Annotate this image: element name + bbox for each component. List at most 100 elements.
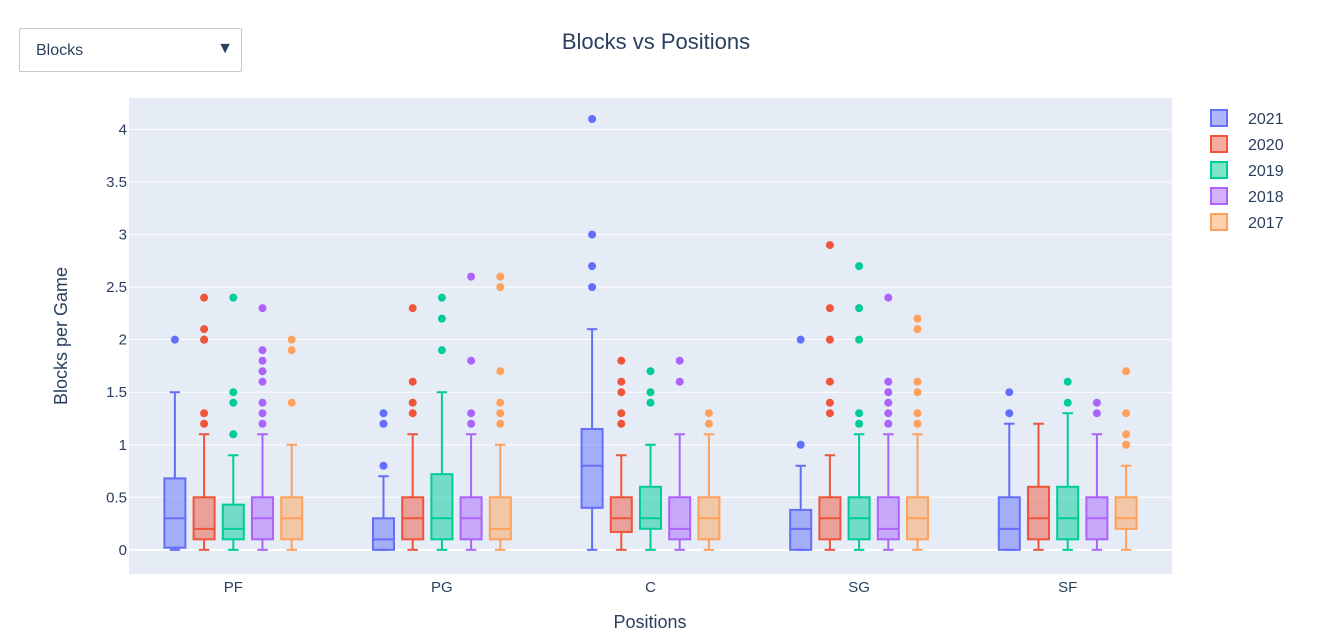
outlier-point bbox=[229, 398, 238, 407]
outlier-point bbox=[258, 398, 267, 407]
outlier-point bbox=[379, 461, 388, 470]
box-body bbox=[488, 496, 512, 541]
x-tick-label: PF bbox=[224, 579, 243, 596]
dropdown-selected-value: Blocks bbox=[36, 42, 84, 59]
box-2021-SF[interactable] bbox=[997, 388, 1021, 551]
box-body bbox=[638, 485, 663, 530]
box-2021-PF[interactable] bbox=[163, 335, 187, 551]
outlier-point bbox=[825, 241, 834, 250]
box-2021-SG[interactable] bbox=[789, 335, 813, 551]
outlier-point bbox=[855, 304, 864, 313]
box-body bbox=[876, 496, 900, 541]
outlier-point bbox=[675, 377, 684, 386]
outlier-point bbox=[617, 388, 626, 397]
outlier-point bbox=[825, 304, 834, 313]
chevron-down-icon: ▼ bbox=[217, 40, 233, 57]
outlier-point bbox=[229, 388, 238, 397]
box-body bbox=[580, 427, 604, 509]
x-axis-ticks: PF PG C SG SF bbox=[224, 579, 1078, 596]
box-2018-SG[interactable] bbox=[876, 293, 900, 551]
box-2017-PF[interactable] bbox=[280, 335, 304, 551]
y-axis-ticks: 0 0.5 1 1.5 2 2.5 3 3.5 4 bbox=[106, 122, 127, 559]
x-tick-label: SF bbox=[1058, 579, 1077, 596]
outlier-point bbox=[496, 283, 505, 292]
box-body bbox=[668, 496, 692, 541]
outlier-point bbox=[913, 388, 922, 397]
legend-item-2018[interactable]: 2018 bbox=[1210, 187, 1284, 206]
box-body bbox=[1056, 485, 1080, 541]
outlier-point bbox=[646, 398, 655, 407]
box-2018-C[interactable] bbox=[668, 356, 692, 551]
box-2020-PG[interactable] bbox=[401, 304, 425, 551]
outlier-point bbox=[1122, 367, 1131, 376]
box-2019-SF[interactable] bbox=[1056, 377, 1080, 551]
box-body bbox=[1114, 496, 1138, 530]
outlier-point bbox=[200, 335, 209, 344]
x-axis-title: Positions bbox=[613, 612, 686, 632]
box-body bbox=[609, 496, 633, 533]
box-2019-PF[interactable] bbox=[221, 293, 245, 551]
outlier-point bbox=[884, 398, 893, 407]
box-2019-SG[interactable] bbox=[847, 262, 871, 551]
box-2020-SG[interactable] bbox=[818, 241, 842, 551]
legend-item-2019[interactable]: 2019 bbox=[1210, 161, 1284, 180]
legend-label: 2017 bbox=[1248, 215, 1284, 232]
box-2021-PG[interactable] bbox=[371, 409, 396, 551]
legend-item-2020[interactable]: 2020 bbox=[1210, 135, 1284, 154]
outlier-point bbox=[258, 367, 267, 376]
box-2020-PF[interactable] bbox=[192, 293, 216, 551]
outlier-point bbox=[200, 409, 209, 418]
outlier-point bbox=[1005, 409, 1014, 418]
box-body bbox=[192, 496, 216, 541]
outlier-point bbox=[617, 419, 626, 428]
box-2019-PG[interactable] bbox=[430, 293, 454, 551]
box-2020-SF[interactable] bbox=[1026, 422, 1051, 551]
outlier-point bbox=[496, 409, 505, 418]
y-tick-label: 0.5 bbox=[106, 489, 127, 506]
legend-swatch bbox=[1210, 161, 1228, 179]
box-2019-C[interactable] bbox=[638, 367, 663, 551]
outlier-point bbox=[467, 419, 476, 428]
outlier-point bbox=[408, 377, 417, 386]
box-body bbox=[789, 508, 813, 551]
box-2017-SF[interactable] bbox=[1114, 367, 1138, 551]
outlier-point bbox=[496, 398, 505, 407]
y-tick-label: 3 bbox=[119, 227, 127, 244]
outlier-point bbox=[287, 398, 296, 407]
box-body bbox=[371, 517, 396, 551]
outlier-point bbox=[913, 325, 922, 334]
box-2021-C[interactable] bbox=[580, 115, 604, 551]
outlier-point bbox=[1092, 398, 1101, 407]
legend: 2021 2020 2019 2018 2017 bbox=[1210, 109, 1284, 232]
legend-item-2021[interactable]: 2021 bbox=[1210, 109, 1284, 128]
box-2017-C[interactable] bbox=[697, 409, 721, 551]
metric-dropdown[interactable]: Blocks ▼ bbox=[19, 28, 242, 72]
box-2018-PG[interactable] bbox=[459, 272, 483, 551]
y-tick-label: 4 bbox=[119, 122, 127, 139]
y-axis-title: Blocks per Game bbox=[51, 267, 71, 405]
outlier-point bbox=[1005, 388, 1014, 397]
legend-label: 2019 bbox=[1248, 163, 1284, 180]
box-2017-SG[interactable] bbox=[905, 314, 930, 551]
outlier-point bbox=[913, 314, 922, 323]
box-body bbox=[430, 473, 454, 541]
outlier-point bbox=[437, 346, 446, 355]
box-2020-C[interactable] bbox=[609, 356, 633, 551]
outlier-point bbox=[617, 409, 626, 418]
box-2017-PG[interactable] bbox=[488, 272, 512, 551]
outlier-point bbox=[1092, 409, 1101, 418]
legend-swatch bbox=[1210, 135, 1228, 153]
legend-swatch bbox=[1210, 109, 1228, 127]
outlier-point bbox=[379, 419, 388, 428]
legend-item-2017[interactable]: 2017 bbox=[1210, 213, 1284, 232]
outlier-point bbox=[884, 419, 893, 428]
box-2018-PF[interactable] bbox=[250, 304, 275, 551]
chart-title: Blocks vs Positions bbox=[562, 29, 750, 54]
box-2018-SF[interactable] bbox=[1085, 398, 1109, 551]
outlier-point bbox=[588, 262, 597, 271]
outlier-point bbox=[855, 419, 864, 428]
outlier-point bbox=[588, 115, 597, 124]
outlier-point bbox=[617, 356, 626, 365]
outlier-point bbox=[258, 346, 267, 355]
outlier-point bbox=[855, 409, 864, 418]
